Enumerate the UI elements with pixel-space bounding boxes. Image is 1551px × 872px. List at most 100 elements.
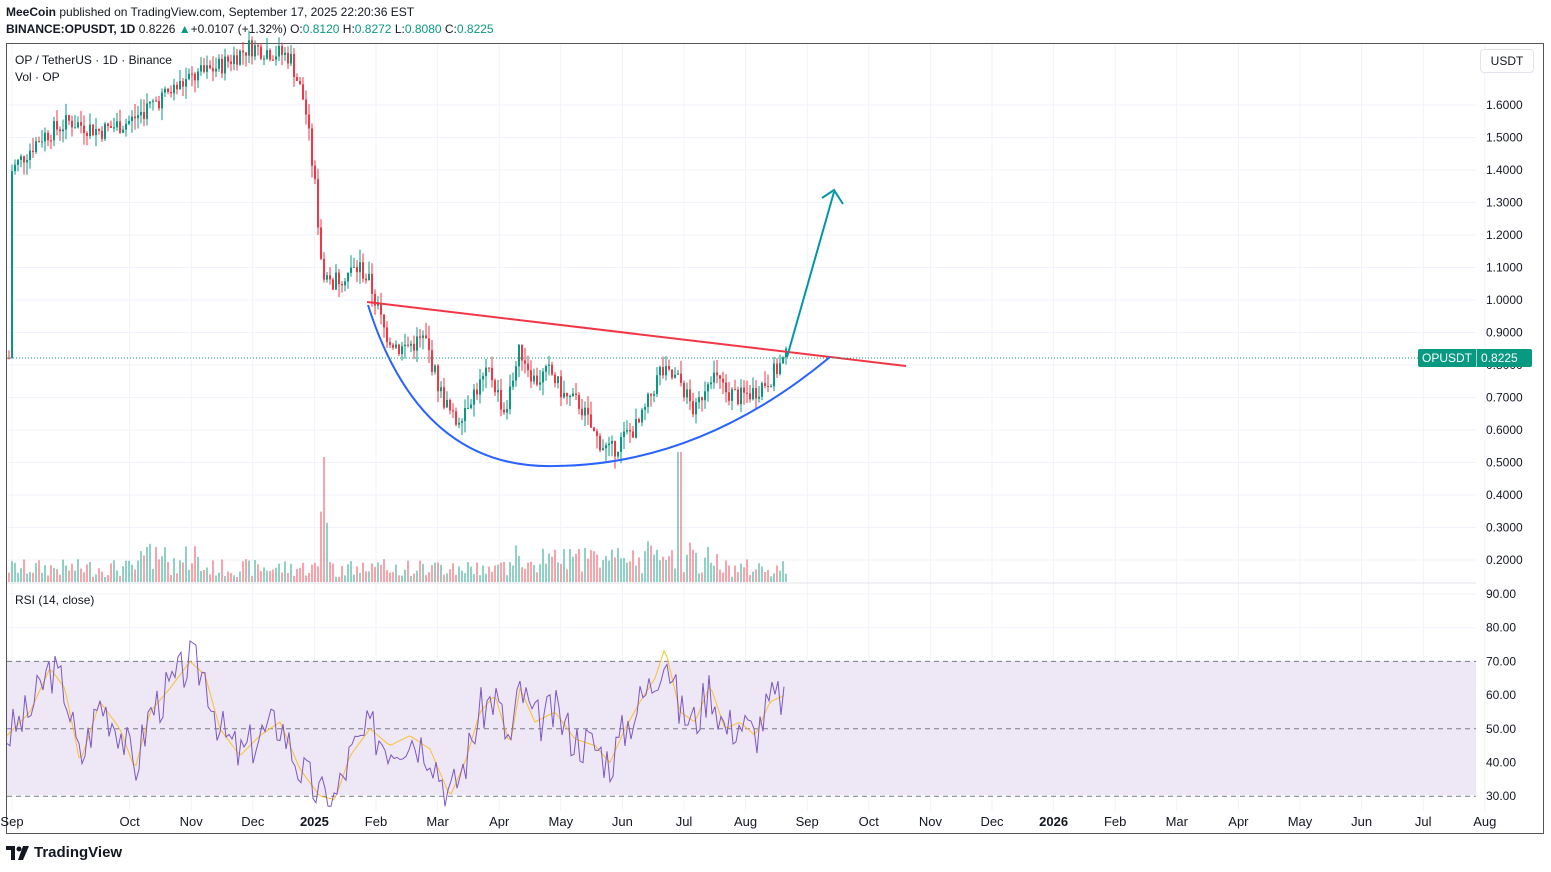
candle-body xyxy=(539,382,541,385)
candle-body xyxy=(482,376,484,380)
volume-bar xyxy=(698,573,700,582)
candle-body xyxy=(773,363,775,387)
candle-body xyxy=(737,389,739,405)
volume-bar xyxy=(323,457,325,582)
candle-body xyxy=(743,387,745,393)
candle-body xyxy=(137,115,139,119)
candle-body xyxy=(617,451,619,457)
time-tick-label: Dec xyxy=(980,814,1004,829)
volume-bar xyxy=(119,575,121,582)
candle-body xyxy=(20,156,22,160)
candle-body xyxy=(269,50,271,60)
volume-bar xyxy=(494,565,496,582)
volume-bar xyxy=(104,576,106,582)
change-value: +0.0107 (+1.32%) xyxy=(190,22,287,36)
candle-body xyxy=(719,375,721,379)
candle-body xyxy=(557,376,559,384)
candle-body xyxy=(152,100,154,102)
candle-body xyxy=(383,314,385,328)
time-tick-label: Sep xyxy=(0,814,23,829)
candle-body xyxy=(236,55,238,65)
candle-body xyxy=(635,419,637,438)
volume-bar xyxy=(110,563,112,582)
candle-body xyxy=(554,374,556,384)
candle-body xyxy=(377,303,379,306)
volume-bar xyxy=(347,564,349,582)
candle-body xyxy=(551,364,553,375)
candle-body xyxy=(329,275,331,280)
volume-bar xyxy=(425,575,427,582)
volume-bar xyxy=(746,559,748,582)
candle-body xyxy=(296,76,298,81)
candle-body xyxy=(44,132,46,142)
time-tick-label: Apr xyxy=(489,814,510,829)
resistance-trendline[interactable] xyxy=(366,301,907,367)
volume-bar xyxy=(290,563,292,582)
candle-body xyxy=(776,363,778,375)
candle-body xyxy=(386,327,388,343)
candle-body xyxy=(659,367,661,376)
time-tick-label: Dec xyxy=(241,814,265,829)
candle-body xyxy=(752,388,754,400)
volume-bar xyxy=(281,572,283,582)
time-tick-label: Nov xyxy=(919,814,943,829)
volume-bar xyxy=(719,569,721,582)
candle-body xyxy=(293,54,295,77)
candle-body xyxy=(560,376,562,398)
volume-bar xyxy=(44,565,46,582)
time-tick-label: Jul xyxy=(1415,814,1432,829)
candle-body xyxy=(131,116,133,122)
volume-bar xyxy=(758,563,760,582)
volume-bar xyxy=(245,559,247,582)
candle-body xyxy=(389,342,391,345)
volume-bar xyxy=(632,550,634,582)
volume-bar xyxy=(32,572,34,582)
volume-bar xyxy=(332,563,334,582)
candle-body xyxy=(503,409,505,413)
candle-body xyxy=(422,335,424,338)
currency-button[interactable]: USDT xyxy=(1480,49,1534,73)
candle-body xyxy=(26,159,28,163)
candle-body xyxy=(770,386,772,388)
volume-bar xyxy=(374,566,376,582)
candle-body xyxy=(644,407,646,410)
candle-body xyxy=(275,56,277,60)
volume-bar xyxy=(776,565,778,582)
candle-body xyxy=(284,52,286,55)
candle-body xyxy=(335,272,337,290)
projection-arrow[interactable] xyxy=(786,191,835,358)
volume-bar xyxy=(248,560,250,582)
candle-body xyxy=(437,365,439,392)
candle-body xyxy=(260,46,262,59)
volume-bar xyxy=(239,571,241,582)
candle-body xyxy=(206,65,208,72)
candle-body xyxy=(263,58,265,60)
volume-bar xyxy=(470,566,472,582)
volume-bar xyxy=(191,563,193,582)
volume-bar xyxy=(704,557,706,582)
volume-bar xyxy=(692,549,694,582)
volume-bar xyxy=(773,573,775,582)
volume-bar xyxy=(557,562,559,582)
candle-body xyxy=(308,114,310,129)
candle-body xyxy=(41,141,43,143)
candle-body xyxy=(764,383,766,386)
candle-body xyxy=(371,273,373,294)
candle-body xyxy=(209,65,211,69)
volume-bar xyxy=(509,562,511,582)
volume-bar xyxy=(395,564,397,582)
candle-body xyxy=(17,159,19,165)
volume-bar xyxy=(11,561,13,582)
support-arc[interactable] xyxy=(367,304,831,468)
volume-bar xyxy=(164,547,166,582)
volume-bar xyxy=(530,561,532,582)
volume-bar xyxy=(230,573,232,582)
candle-body xyxy=(242,50,244,53)
volume-bar xyxy=(50,565,52,582)
candle-body xyxy=(341,284,343,286)
volume-bar xyxy=(521,567,523,582)
volume-bar xyxy=(377,562,379,582)
tradingview-logo[interactable]: TradingView xyxy=(6,844,122,861)
rsi-tick-label: 40.00 xyxy=(1486,756,1516,770)
